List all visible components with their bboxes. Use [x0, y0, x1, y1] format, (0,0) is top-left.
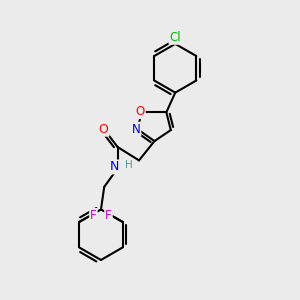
- Text: N: N: [132, 123, 140, 136]
- Text: H: H: [125, 160, 133, 170]
- Text: F: F: [105, 209, 112, 222]
- Text: O: O: [99, 123, 109, 136]
- Text: N: N: [109, 160, 119, 173]
- Text: Cl: Cl: [169, 31, 181, 44]
- Text: F: F: [90, 209, 97, 222]
- Text: O: O: [136, 105, 145, 118]
